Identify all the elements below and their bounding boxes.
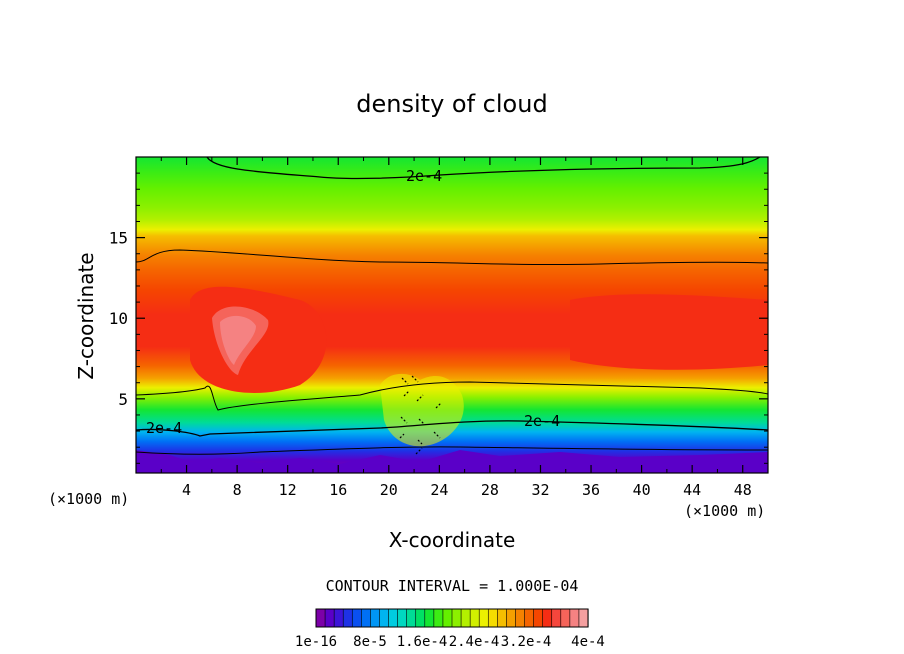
cloud-core-inner (220, 315, 256, 365)
colorbar-swatch (469, 608, 480, 628)
contour-label-left: 2e-4 (146, 419, 182, 437)
colorbar-swatch (451, 608, 462, 628)
colorbar-tick-label: 1e-16 (295, 634, 337, 650)
colorbar-swatch (560, 608, 571, 628)
contour-line-bottom (136, 446, 768, 455)
x-tick-label: 28 (481, 481, 499, 499)
colorbar-swatch (578, 608, 589, 628)
inner-red-region-right (570, 294, 768, 370)
colorbar-swatch (551, 608, 562, 628)
colorbar-tick-label: 1.6e-4 (397, 634, 448, 650)
x-tick-label: 12 (279, 481, 297, 499)
colorbar-swatch (506, 608, 517, 628)
colorbar-labels: 1e-16 8e-5 1.6e-4 2.4e-4 3.2e-4 4e-4 (295, 634, 605, 650)
y-tick-label: 10 (109, 309, 128, 328)
colorbar-swatch (460, 608, 471, 628)
colorbar-swatch (478, 608, 489, 628)
x-tick-label: 32 (531, 481, 549, 499)
x-tick-label: 48 (734, 481, 752, 499)
colorbar-swatch (351, 608, 362, 628)
colorbar-swatch (524, 608, 535, 628)
colorbar-swatch (424, 608, 435, 628)
colorbar-swatch (497, 608, 508, 628)
colorbar-swatch (397, 608, 408, 628)
plot-frame (135, 156, 769, 474)
turbulent-patch (380, 373, 464, 447)
colorbar-swatch (542, 608, 553, 628)
x-unit-label-right: (×1000 m) (684, 502, 765, 520)
x-tick-label: 24 (430, 481, 448, 499)
y-axis: 5 10 15 (109, 172, 768, 464)
colorbar-tick-label: 4e-4 (571, 634, 605, 650)
x-tick-label: 8 (233, 481, 242, 499)
colorbar-swatch (333, 608, 344, 628)
colorbar-tick-label: 3.2e-4 (501, 634, 552, 650)
x-tick-label: 16 (329, 481, 347, 499)
colorbar-swatch (379, 608, 390, 628)
plot-area (136, 157, 768, 473)
colorbar-swatch (533, 608, 544, 628)
colorbar-swatch (370, 608, 381, 628)
contour-line-top (206, 157, 761, 180)
colorbar-tick-label: 2.4e-4 (449, 634, 500, 650)
colorbar-swatch (342, 608, 353, 628)
y-tick-label: 5 (118, 390, 128, 409)
colorbar-swatch (315, 608, 326, 628)
y-tick-label: 15 (109, 229, 128, 248)
x-tick-label: 36 (582, 481, 600, 499)
contour-labels: 2e-4 2e-4 2e-4 (146, 167, 560, 437)
contour-line-lower (136, 420, 768, 437)
colorbar-swatch (324, 608, 335, 628)
x-axis-title: X-coordinate (389, 528, 516, 552)
x-axis: 4 8 12 16 20 24 28 32 36 40 44 48 (160, 157, 752, 499)
colorbar-swatch (487, 608, 498, 628)
x-tick-label: 44 (683, 481, 701, 499)
x-tick-label: 40 (633, 481, 651, 499)
x-tick-label: 4 (182, 481, 191, 499)
contour-label-mid: 2e-4 (524, 412, 560, 430)
x-tick-label: 20 (380, 481, 398, 499)
colorbar-swatch (406, 608, 417, 628)
chart-title: density of cloud (356, 90, 547, 118)
colorbar-swatch (442, 608, 453, 628)
y-axis-title: Z-coordinate (74, 252, 98, 379)
contour-label-top: 2e-4 (406, 167, 442, 185)
turbulent-contours (399, 375, 442, 455)
colorbar-swatch (361, 608, 372, 628)
colorbar-swatch (415, 608, 426, 628)
lower-boundary-fringe (136, 450, 768, 473)
colorbar (315, 608, 589, 628)
colorbar-swatch (433, 608, 444, 628)
colorbar-swatch (388, 608, 399, 628)
colorbar-swatch (515, 608, 526, 628)
colorbar-frame (315, 608, 589, 628)
colorbar-tick-label: 8e-5 (353, 634, 387, 650)
contour-line-lower-mid (136, 381, 768, 411)
contour-interval-label: CONTOUR INTERVAL = 1.000E-04 (326, 577, 579, 595)
colorbar-swatch (569, 608, 580, 628)
contour-line-upper-mid (136, 249, 768, 266)
x-unit-label-left: (×1000 m) (48, 490, 129, 508)
